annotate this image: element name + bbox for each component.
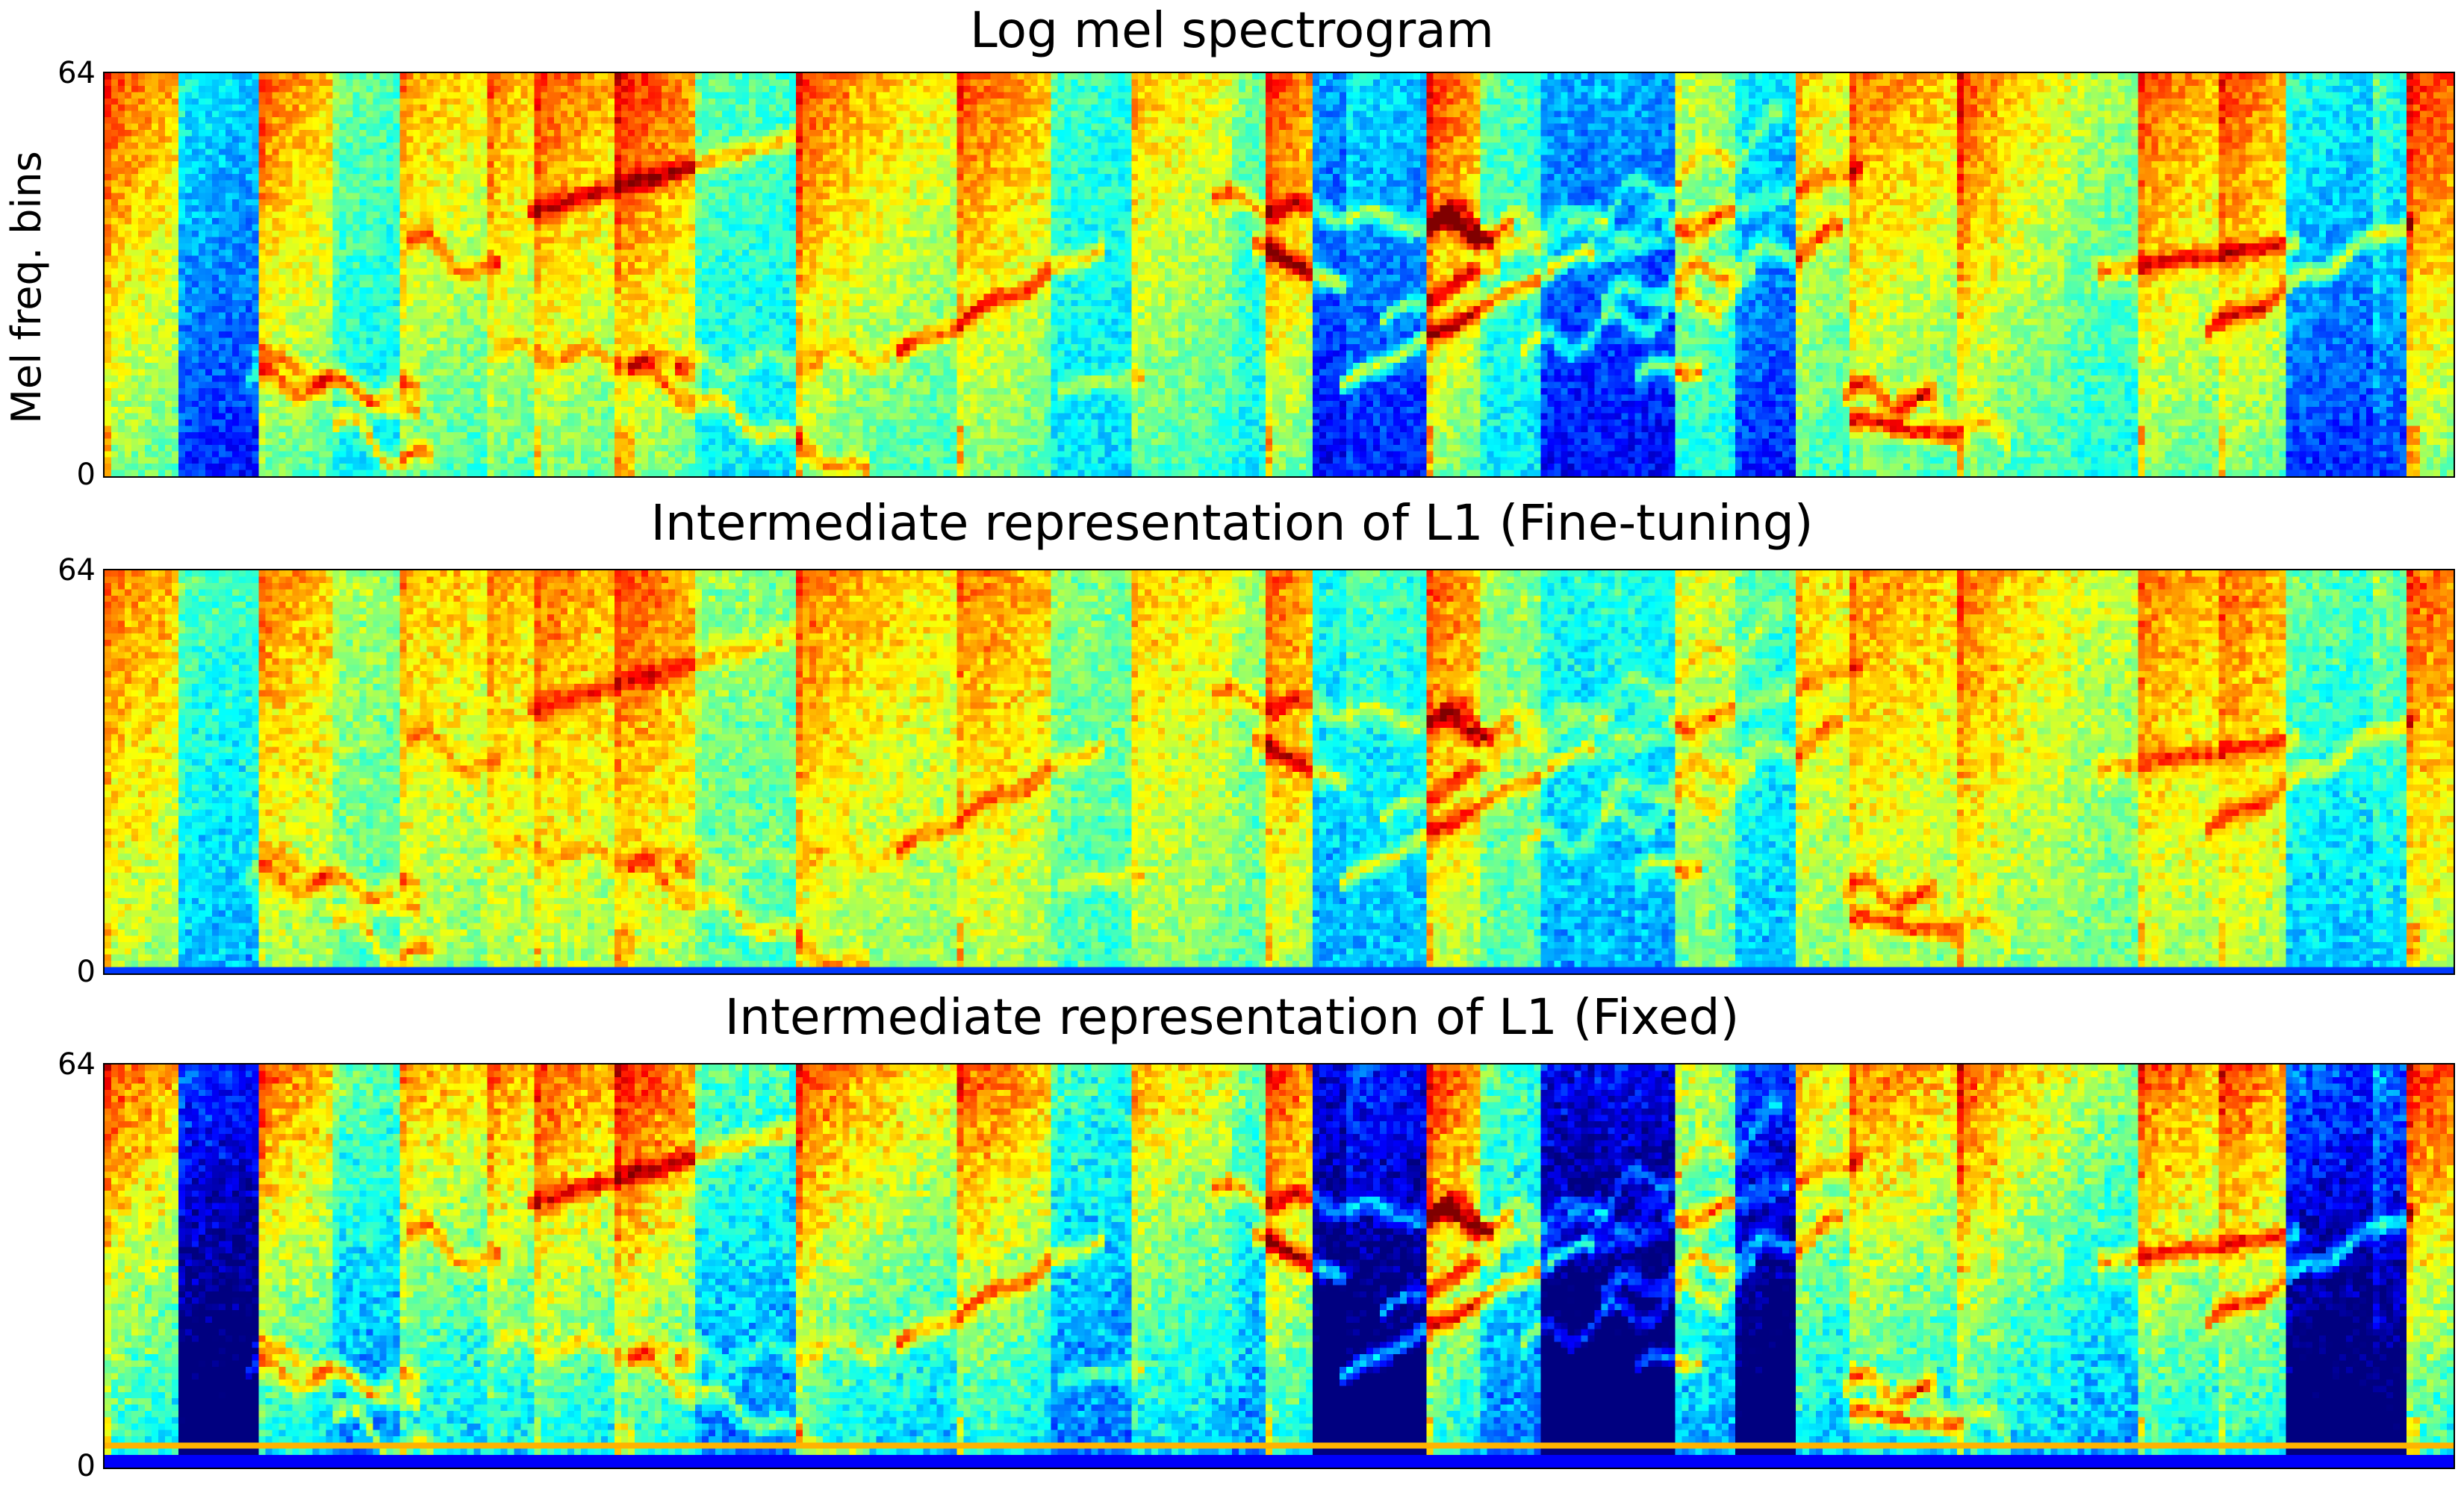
y-axis-label: Mel freq. bins [3, 151, 50, 424]
panel-1-heatmap [105, 73, 2454, 476]
panel-1-title: Log mel spectrogram [970, 1, 1494, 59]
panel-1-ytick-top: 64 [57, 56, 96, 90]
panel-3-ytick-bottom: 0 [76, 1449, 96, 1483]
panel-2-ytick-top: 64 [57, 553, 96, 587]
panel-3-title: Intermediate representation of L1 (Fixed… [724, 988, 1740, 1046]
panel-3-ytick-top: 64 [57, 1047, 96, 1082]
panel-2-title: Intermediate representation of L1 (Fine-… [650, 494, 1814, 552]
panel-2-ytick-bottom: 0 [76, 955, 96, 989]
panel-2-heatmap [105, 570, 2454, 973]
panel-3-heatmap [105, 1065, 2454, 1468]
panel-1-ytick-bottom: 0 [76, 458, 96, 492]
